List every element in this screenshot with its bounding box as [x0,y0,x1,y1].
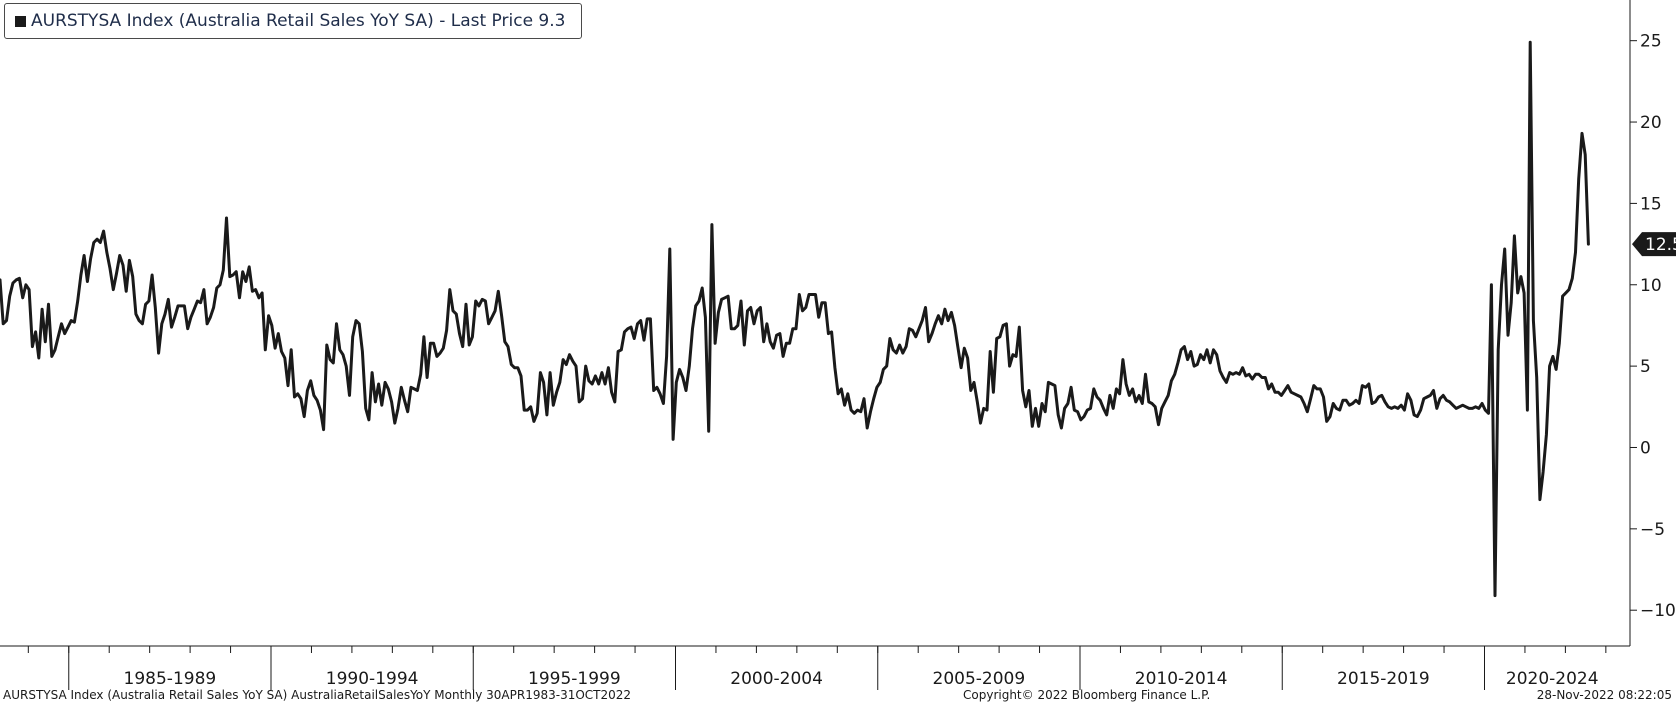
x-category-label: 2000-2004 [730,669,823,689]
y-tick-label: 10 [1640,276,1662,296]
y-tick-label: 25 [1640,32,1662,52]
y-tick-label: −5 [1640,520,1665,540]
legend: AURSTYSA Index (Australia Retail Sales Y… [4,3,582,39]
footer-description: AURSTYSA Index (Australia Retail Sales Y… [3,688,632,702]
x-category-label: 1990-1994 [326,669,419,689]
x-category-label: 2005-2009 [933,669,1026,689]
x-axis-category-ticks: 1985-1989 1990-1994 1995-1999 2000-2004 2005… [27,646,1607,690]
legend-swatch [15,15,26,27]
x-category-label: 1995-1999 [528,669,621,689]
last-value-badge [1632,232,1676,257]
last-value-marker: 12.5 [1632,232,1676,257]
y-tick-label: 20 [1640,113,1662,133]
y-tick-label: 5 [1640,357,1651,377]
x-category-label: 2010-2014 [1135,669,1228,689]
last-value-label: 12.5 [1645,235,1676,255]
y-tick-label: 15 [1640,194,1662,214]
x-category-label: 2015-2019 [1337,669,1430,689]
x-category-label: 2020-2024 [1506,669,1599,689]
x-category-label: 1985-1989 [124,669,217,689]
y-tick-label: 0 [1640,438,1651,458]
footer-copyright: Copyright© 2022 Bloomberg Finance L.P. [963,688,1211,702]
series-line [0,40,1590,598]
y-axis-ticks: −10 −5 0 5 10 15 20 25 [1630,32,1676,621]
legend-text: AURSTYSA Index (Australia Retail Sales Y… [31,11,566,31]
y-tick-label: −10 [1640,601,1676,621]
footer-timestamp: 28-Nov-2022 08:22:05 [1536,688,1672,702]
